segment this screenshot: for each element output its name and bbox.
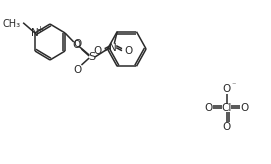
Text: O: O bbox=[73, 40, 81, 50]
Text: O: O bbox=[125, 46, 133, 56]
Text: O: O bbox=[222, 122, 231, 132]
Text: O: O bbox=[222, 84, 231, 94]
Text: CH₃: CH₃ bbox=[2, 19, 20, 29]
Text: O: O bbox=[204, 103, 212, 113]
Text: N: N bbox=[109, 43, 117, 53]
Text: S: S bbox=[89, 52, 96, 62]
Text: Cl: Cl bbox=[221, 103, 232, 113]
Text: N: N bbox=[31, 28, 39, 38]
Text: O: O bbox=[73, 39, 82, 49]
Text: O: O bbox=[241, 103, 249, 113]
Text: O: O bbox=[94, 46, 102, 56]
Text: ⁻: ⁻ bbox=[231, 81, 236, 90]
Text: O: O bbox=[73, 65, 82, 75]
Text: +: + bbox=[36, 24, 43, 33]
